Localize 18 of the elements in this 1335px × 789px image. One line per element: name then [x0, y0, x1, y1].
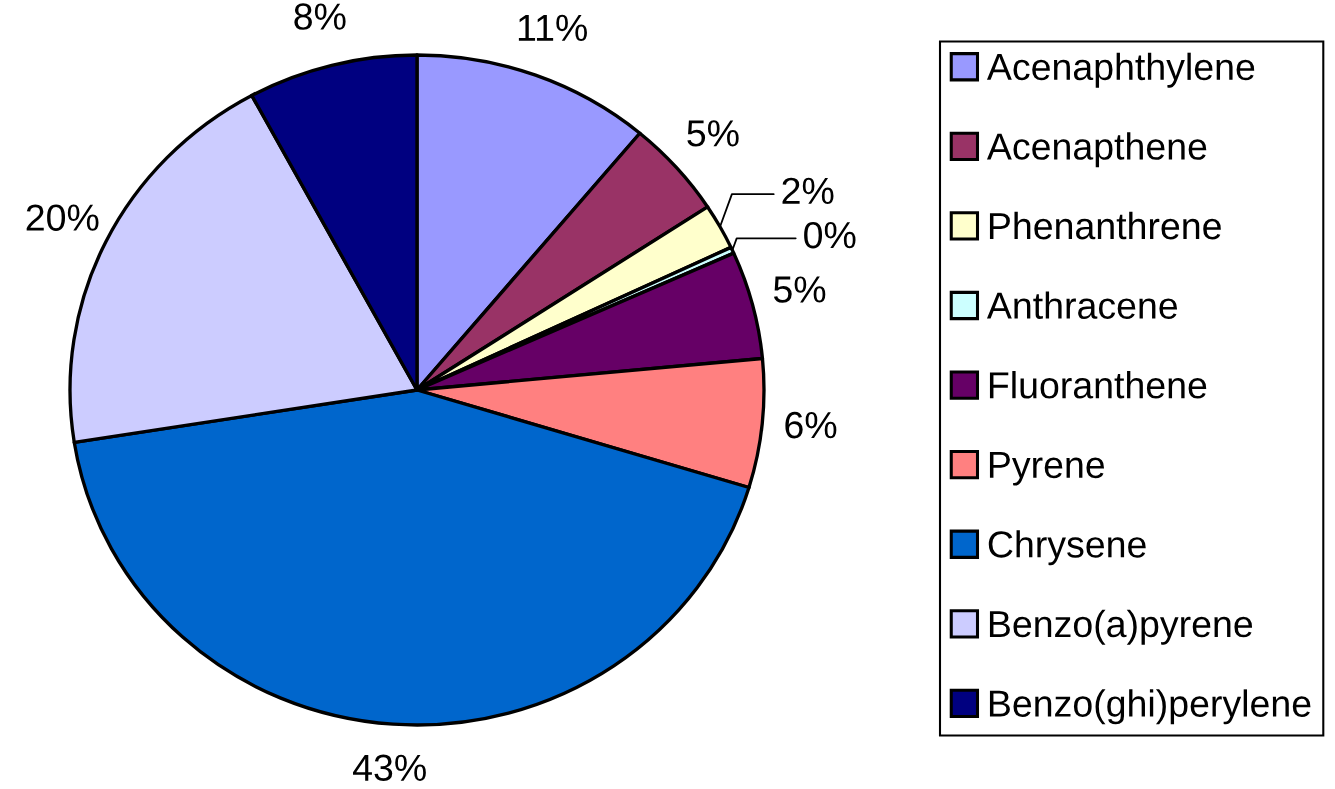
- legend-label: Acenaphthylene: [986, 52, 1255, 88]
- data-label: 43%: [353, 754, 426, 782]
- data-label: 2%: [782, 177, 834, 205]
- legend-label: Pyrene: [989, 451, 1105, 486]
- data-label: 0%: [804, 221, 856, 249]
- data-label: 20%: [26, 204, 99, 231]
- legend-label: Fluoranthene: [989, 371, 1207, 399]
- legend-label: Benzo(ghi)perylene: [989, 689, 1311, 725]
- legend-label: Phenanthrene: [989, 211, 1221, 240]
- data-label: 5%: [687, 120, 739, 147]
- data-label: 6%: [785, 411, 837, 439]
- data-label: 8%: [294, 3, 346, 30]
- data-label: 5%: [773, 276, 826, 303]
- legend-label: Chrysene: [988, 530, 1146, 566]
- legend-label: Acenapthene: [986, 132, 1207, 168]
- legend-label: Anthracene: [986, 291, 1178, 319]
- legend-label: Benzo(a)pyrene: [989, 609, 1253, 645]
- data-label: 11%: [518, 14, 587, 42]
